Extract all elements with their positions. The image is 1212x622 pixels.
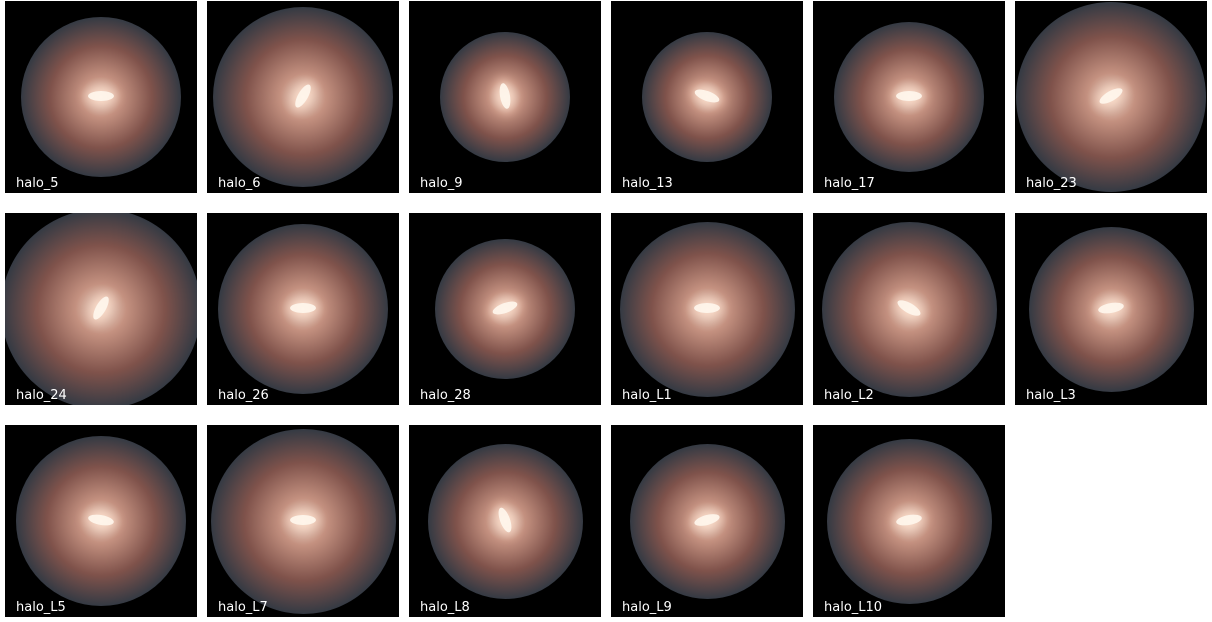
galaxy-panel: halo_24 xyxy=(5,213,197,405)
galaxy-panel: halo_23 xyxy=(1015,1,1207,193)
galaxy-core xyxy=(88,91,114,101)
galaxy-panel: halo_26 xyxy=(207,213,399,405)
panel-label: halo_5 xyxy=(16,176,59,191)
panel-label: halo_L9 xyxy=(622,600,672,615)
panel-label: halo_6 xyxy=(218,176,261,191)
panel-label: halo_L10 xyxy=(824,600,882,615)
galaxy-core xyxy=(896,91,922,101)
panel-label: halo_17 xyxy=(824,176,875,191)
galaxy-panel: halo_28 xyxy=(409,213,601,405)
panel-label: halo_L1 xyxy=(622,388,672,403)
panel-label: halo_L2 xyxy=(824,388,874,403)
galaxy-core xyxy=(290,303,316,313)
galaxy-panel: halo_L2 xyxy=(813,213,1005,405)
panel-label: halo_13 xyxy=(622,176,673,191)
panel-label: halo_L3 xyxy=(1026,388,1076,403)
galaxy-panel: halo_5 xyxy=(5,1,197,193)
galaxy-panel: halo_L9 xyxy=(611,425,803,617)
galaxy-panel: halo_6 xyxy=(207,1,399,193)
galaxy-core xyxy=(290,515,316,525)
galaxy-panel: halo_L3 xyxy=(1015,213,1207,405)
galaxy-panel: halo_13 xyxy=(611,1,803,193)
galaxy-panel: halo_L7 xyxy=(207,425,399,617)
galaxy-panel: halo_17 xyxy=(813,1,1005,193)
galaxy-panel: halo_L8 xyxy=(409,425,601,617)
panel-label: halo_28 xyxy=(420,388,471,403)
galaxy-core xyxy=(694,303,720,313)
panel-label: halo_26 xyxy=(218,388,269,403)
galaxy-panel: halo_9 xyxy=(409,1,601,193)
panel-label: halo_L5 xyxy=(16,600,66,615)
galaxy-panel: halo_L1 xyxy=(611,213,803,405)
panel-label: halo_L7 xyxy=(218,600,268,615)
panel-label: halo_9 xyxy=(420,176,463,191)
image-grid: halo_5 halo_6 halo_9 halo_13 halo_17 halo_23h… xyxy=(0,0,1212,622)
galaxy-panel: halo_L10 xyxy=(813,425,1005,617)
panel-label: halo_24 xyxy=(16,388,67,403)
panel-label: halo_L8 xyxy=(420,600,470,615)
panel-label: halo_23 xyxy=(1026,176,1077,191)
galaxy-panel: halo_L5 xyxy=(5,425,197,617)
